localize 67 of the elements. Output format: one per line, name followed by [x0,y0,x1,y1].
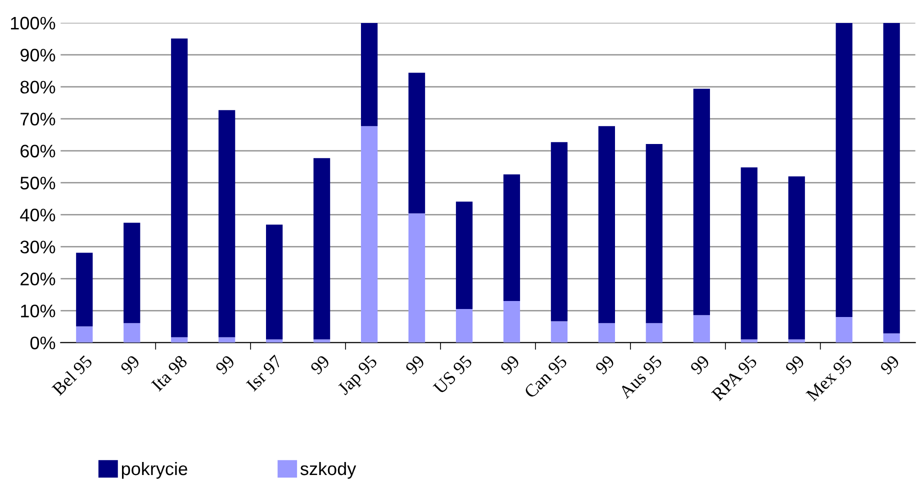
y-tick-label: 10% [21,304,56,318]
x-tick-label: Can 95 [524,354,568,399]
bar [360,22,378,126]
bar [693,88,710,316]
bar [550,142,568,322]
bar [360,126,378,343]
bar [836,317,852,343]
x-tick-label: Aus 95 [618,354,663,400]
bar [456,309,473,343]
bar [171,38,188,338]
bar [788,176,805,340]
y-tick-label: 100% [10,16,56,30]
bar [218,337,236,343]
bar [693,315,710,343]
bar [883,22,900,334]
x-tick-label: US 95 [432,354,473,395]
x-tick-label: 99 [690,354,710,376]
bar [313,158,330,340]
y-tick-label: 0% [30,336,56,350]
x-tick-label: 99 [120,354,140,376]
bar [646,323,662,343]
bar [788,339,805,343]
bar [408,213,426,343]
bar [266,339,283,343]
bar [124,222,140,324]
bar [646,144,662,324]
y-tick-label: 50% [20,176,56,190]
bar [740,339,758,343]
bar [76,252,93,326]
x-tick-label: 99 [404,354,426,376]
x-tick-label: Ita 98 [150,354,188,392]
bar [408,72,426,214]
bar [266,224,283,340]
bar [836,22,852,318]
bar [598,126,615,324]
x-tick-label: Jap 95 [336,354,380,398]
x-tick-label: RPA 95 [710,354,758,402]
legend-label: pokrycie [122,462,188,479]
x-tick-label: Bel 95 [51,354,93,396]
bar [740,167,758,340]
x-tick-label: 99 [594,354,616,376]
y-tick-label: 60% [20,144,56,158]
bar [883,333,900,343]
legend-label: szkody [300,462,356,479]
bar [456,202,473,310]
bar [550,321,568,343]
y-tick-label: 80% [20,80,56,94]
x-tick-label: Isr 97 [246,354,283,392]
x-tick-label: Mex 95 [806,354,853,402]
bar [503,301,520,343]
y-tick-label: 70% [20,112,56,126]
bar [598,323,615,343]
y-tick-label: 90% [20,48,56,62]
x-tick-label: 99 [310,354,330,376]
bar [124,323,140,343]
y-tick-label: 30% [20,240,56,254]
bar [171,337,188,343]
bar [313,339,330,343]
bar [76,326,93,343]
x-tick-label: 99 [784,354,806,376]
x-tick-label: 99 [500,354,520,376]
x-tick-label: 99 [880,354,900,376]
bar [218,110,236,338]
y-tick-label: 20% [20,272,56,286]
y-tick-label: 40% [20,208,56,222]
x-tick-label: 99 [214,354,236,376]
bar [503,174,520,302]
